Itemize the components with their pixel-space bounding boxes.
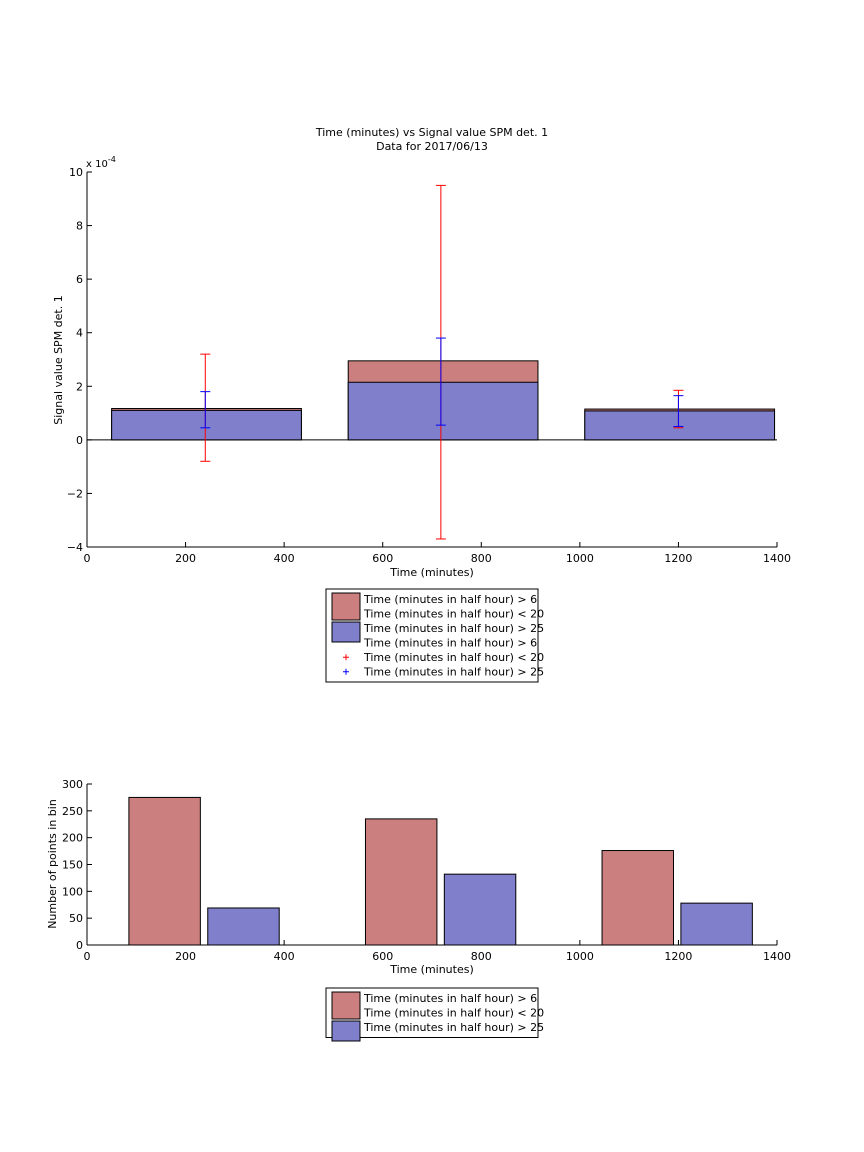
chart1-x-tick-label: 0 bbox=[84, 552, 91, 565]
chart2-legend-swatch bbox=[331, 1020, 361, 1042]
chart1-title: Time (minutes) vs Signal value SPM det. … bbox=[315, 126, 548, 139]
chart2-ylabel: Number of points in bin bbox=[46, 799, 59, 929]
chart2-legend-label: Time (minutes in half hour) > 6 bbox=[363, 992, 537, 1005]
chart1-legend-swatch bbox=[331, 621, 361, 643]
chart1-bar bbox=[111, 409, 302, 441]
chart2-legend-label: Time (minutes in half hour) > 25 bbox=[363, 1021, 544, 1034]
chart1-ylabel: Signal value SPM det. 1 bbox=[52, 295, 65, 425]
chart2-y-tick-label: 0 bbox=[76, 939, 83, 952]
chart1-x-tick-label: 200 bbox=[175, 552, 196, 565]
chart1-bar bbox=[584, 410, 776, 441]
chart2-x-tick-label: 0 bbox=[84, 950, 91, 963]
chart2-legend-label: Time (minutes in half hour) < 20 bbox=[363, 1007, 544, 1020]
chart2-y-tick-label: 150 bbox=[62, 859, 83, 872]
chart1-y-exponent-power: -4 bbox=[108, 155, 116, 164]
chart1-subtitle: Data for 2017/06/13 bbox=[376, 140, 488, 153]
chart1-legend-label: Time (minutes in half hour) > 6 bbox=[363, 637, 537, 650]
chart1-legend-label: Time (minutes in half hour) > 25 bbox=[363, 666, 544, 679]
chart1-y-tick-label: 8 bbox=[76, 220, 83, 233]
chart2-x-tick-label: 400 bbox=[274, 950, 295, 963]
chart1-y-tick-label: 4 bbox=[76, 327, 83, 340]
chart1-legend-label: Time (minutes in half hour) > 6 bbox=[363, 593, 537, 606]
chart1-plot-area: 0 200 400 600 800 1000 1200 1400 −4 −2 0 2 4 6 8 10 bbox=[67, 166, 791, 565]
chart1-y-exponent-base: x 10 bbox=[86, 159, 108, 170]
chart1-legend-swatch bbox=[331, 592, 361, 621]
chart2-bar bbox=[207, 907, 280, 946]
chart2-x-tick-label: 200 bbox=[175, 950, 196, 963]
chart2-bar bbox=[443, 873, 517, 946]
chart1-legend-label: Time (minutes in half hour) < 20 bbox=[363, 608, 544, 621]
chart2-y-tick-label: 200 bbox=[62, 832, 83, 845]
chart2-x-tick-label: 1000 bbox=[566, 950, 594, 963]
chart1-xlabel: Time (minutes) bbox=[389, 566, 474, 579]
chart2-bar bbox=[364, 818, 438, 946]
chart1-y-tick-label: 10 bbox=[69, 166, 83, 179]
chart1-y-tick-label: −4 bbox=[67, 541, 83, 554]
chart1-legend-box bbox=[325, 588, 539, 683]
chart2-x-tick-label: 1200 bbox=[664, 950, 692, 963]
chart1-y-exponent: x 10-4 bbox=[86, 155, 116, 170]
chart1-y-tick-label: 0 bbox=[76, 434, 83, 447]
chart1-bar bbox=[347, 381, 539, 441]
chart2-x-tick-label: 800 bbox=[471, 950, 492, 963]
chart2-plot-area: 0 200 400 600 800 1000 1200 1400 0 50 100 150 200 250… bbox=[62, 778, 791, 963]
chart1-x-tick-label: 1200 bbox=[664, 552, 692, 565]
chart1-x-tick-label: 600 bbox=[372, 552, 393, 565]
chart2-legend: Time (minutes in half hour) > 6 Time (min… bbox=[325, 987, 544, 1042]
chart2-legend-swatch bbox=[331, 991, 361, 1020]
chart2-y-tick-label: 50 bbox=[69, 912, 83, 925]
chart1-x-tick-label: 400 bbox=[274, 552, 295, 565]
chart1-x-tick-label: 1400 bbox=[763, 552, 791, 565]
chart2-xlabel: Time (minutes) bbox=[389, 963, 474, 976]
chart2-x-tick-label: 1400 bbox=[763, 950, 791, 963]
chart2-legend-box bbox=[325, 987, 539, 1038]
chart2-bar bbox=[128, 796, 201, 946]
chart2-bar bbox=[680, 902, 753, 946]
chart2-bar bbox=[601, 850, 674, 946]
chart1-y-tick-label: 6 bbox=[76, 273, 83, 286]
chart2-y-tick-label: 100 bbox=[62, 885, 83, 898]
chart1-legend-label: Time (minutes in half hour) > 25 bbox=[363, 622, 544, 635]
chart2-y-tick-label: 300 bbox=[62, 778, 83, 791]
chart1-x-tick-label: 1000 bbox=[566, 552, 594, 565]
chart1-legend-label: Time (minutes in half hour) < 20 bbox=[363, 651, 544, 664]
chart1-x-tick-label: 800 bbox=[471, 552, 492, 565]
chart2-y-tick-label: 250 bbox=[62, 805, 83, 818]
chart1-y-tick-label: 2 bbox=[76, 380, 83, 393]
chart2-x-tick-label: 600 bbox=[372, 950, 393, 963]
chart1-y-tick-label: −2 bbox=[67, 487, 83, 500]
